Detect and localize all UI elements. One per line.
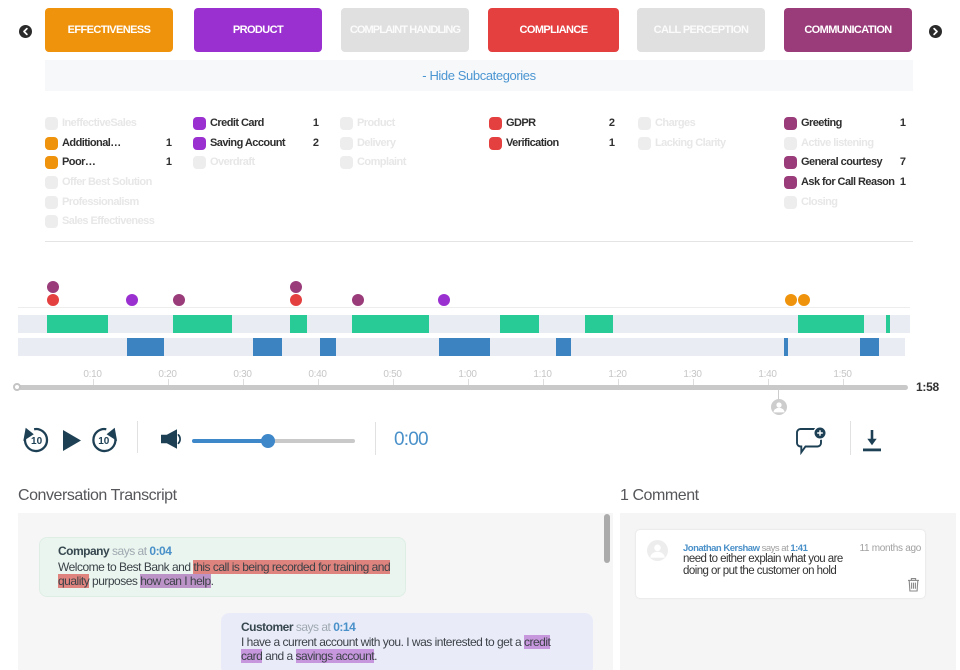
svg-text:10: 10 [98, 436, 110, 447]
svg-text:10: 10 [31, 436, 43, 447]
